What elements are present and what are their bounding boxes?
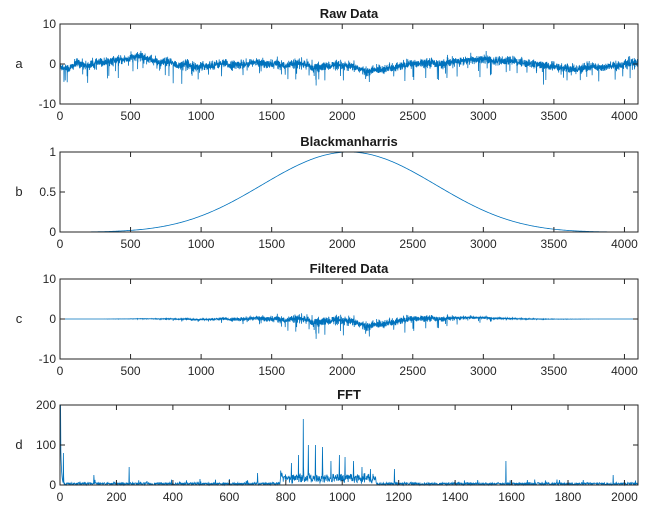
x-tick-label: 500 bbox=[121, 364, 141, 378]
x-tick-label: 1500 bbox=[258, 364, 285, 378]
x-tick-label: 2500 bbox=[399, 237, 426, 251]
x-tick-label: 800 bbox=[276, 490, 296, 504]
x-tick-label: 2500 bbox=[399, 109, 426, 123]
series-line bbox=[59, 404, 639, 487]
subplot-3: 0 500 1000 1500 2000 2500 3000 3500 4000100-10Fi… bbox=[16, 261, 639, 378]
x-tick-label: 1400 bbox=[442, 490, 469, 504]
y-axis-label: c bbox=[16, 311, 23, 326]
x-tick-label: 0 bbox=[57, 109, 64, 123]
y-tick-label: 1 bbox=[49, 145, 56, 159]
axes-box bbox=[59, 404, 639, 486]
subplot-2: 0 500 1000 1500 2000 2500 3000 3500 4000 1 0.5 0 Bla… bbox=[15, 134, 639, 251]
x-tick-label: 3500 bbox=[541, 364, 568, 378]
y-tick-label: 0 bbox=[49, 225, 56, 239]
x-tick-label: 1000 bbox=[329, 490, 356, 504]
x-tick-label: 0 bbox=[57, 237, 64, 251]
y-tick-label: 0.5 bbox=[39, 185, 56, 199]
series-line bbox=[60, 313, 638, 339]
x-tick-label: 1000 bbox=[188, 364, 215, 378]
y-tick-label: -10 bbox=[39, 352, 57, 366]
x-tick-label: 1600 bbox=[498, 490, 525, 504]
x-tick-label: 3500 bbox=[541, 237, 568, 251]
y-tick-label: 10 bbox=[43, 17, 57, 31]
chart-title: FFT bbox=[337, 387, 361, 402]
chart-title: Blackmanharris bbox=[300, 134, 398, 149]
y-tick-label: 0 bbox=[49, 312, 56, 326]
axes-box bbox=[59, 151, 639, 233]
y-tick-label: 0 bbox=[49, 57, 56, 71]
x-tick-label: 3000 bbox=[470, 237, 497, 251]
chart-title: Raw Data bbox=[320, 6, 379, 21]
y-tick-label: -10 bbox=[39, 97, 57, 111]
y-axis-label: b bbox=[15, 184, 22, 199]
x-tick-label: 3500 bbox=[541, 109, 568, 123]
x-tick-label: 2000 bbox=[329, 364, 356, 378]
x-tick-label: 500 bbox=[121, 109, 141, 123]
x-tick-label: 1000 bbox=[188, 237, 215, 251]
x-tick-label: 1200 bbox=[385, 490, 412, 504]
x-tick-label: 1000 bbox=[188, 109, 215, 123]
x-tick-label: 2000 bbox=[329, 109, 356, 123]
x-tick-label: 400 bbox=[163, 490, 183, 504]
y-tick-label: 0 bbox=[49, 478, 56, 492]
y-tick-label: 10 bbox=[43, 272, 57, 286]
subplot-4: 0 200 400 600 800 1000 1200 1400 1600 1800 2000200… bbox=[15, 387, 639, 504]
y-axis-label: d bbox=[15, 437, 22, 452]
subplot-1: 0 500 1000 1500 2000 2500 3000 3500 4000100-10Ra… bbox=[15, 6, 639, 123]
x-tick-label: 2000 bbox=[611, 490, 638, 504]
x-tick-label: 4000 bbox=[611, 364, 638, 378]
x-tick-label: 2000 bbox=[329, 237, 356, 251]
x-tick-label: 1500 bbox=[258, 237, 285, 251]
x-tick-label: 1500 bbox=[258, 109, 285, 123]
x-tick-label: 1800 bbox=[555, 490, 582, 504]
x-tick-label: 500 bbox=[121, 237, 141, 251]
x-tick-label: 200 bbox=[106, 490, 126, 504]
y-tick-label: 100 bbox=[36, 438, 56, 452]
x-tick-label: 600 bbox=[219, 490, 239, 504]
y-tick-label: 200 bbox=[36, 398, 56, 412]
series-line bbox=[59, 50, 639, 86]
x-tick-label: 2500 bbox=[399, 364, 426, 378]
x-tick-label: 0 bbox=[57, 490, 64, 504]
x-tick-label: 4000 bbox=[611, 109, 638, 123]
x-tick-label: 4000 bbox=[611, 237, 638, 251]
chart-title: Filtered Data bbox=[310, 261, 390, 276]
x-tick-label: 3000 bbox=[470, 364, 497, 378]
x-tick-label: 3000 bbox=[470, 109, 497, 123]
y-axis-label: a bbox=[15, 56, 23, 71]
x-tick-label: 0 bbox=[57, 364, 64, 378]
